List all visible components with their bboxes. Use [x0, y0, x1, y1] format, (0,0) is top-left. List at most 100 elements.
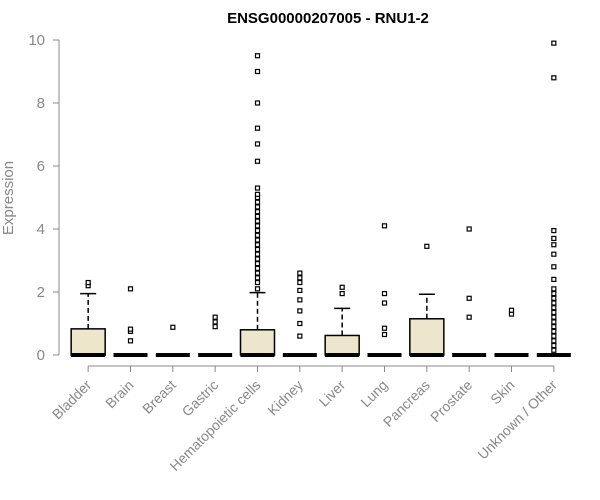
outlier-point — [551, 333, 557, 339]
x-tick-label: Lung — [357, 377, 390, 410]
outlier-point — [254, 125, 261, 131]
box-bladder — [70, 279, 106, 357]
outlier-point — [297, 297, 303, 303]
outlier-point — [297, 333, 303, 339]
x-tick-label: Breast — [139, 377, 179, 417]
outlier-point — [254, 141, 261, 147]
outlier-point — [85, 279, 91, 286]
y-tick-label: 4 — [37, 221, 45, 238]
box-hematopoietic-cells — [239, 53, 276, 357]
outlier-point — [127, 326, 134, 332]
y-axis-label: Expression — [0, 161, 17, 235]
box-unknown-other — [536, 40, 571, 357]
outlier-point — [212, 314, 218, 320]
y-tick-label: 8 — [37, 95, 45, 112]
outlier-point — [254, 242, 261, 248]
outlier-point — [381, 331, 388, 338]
outlier-point — [254, 100, 261, 106]
outlier-point — [551, 276, 557, 282]
outlier-point — [551, 286, 557, 292]
box-brain — [113, 286, 148, 357]
outlier-point — [254, 279, 261, 286]
box-pancreas — [409, 243, 445, 357]
outlier-point — [339, 290, 345, 297]
outlier-point — [551, 227, 557, 234]
outlier-point — [254, 246, 261, 253]
x-tick-label: Prostate — [427, 377, 475, 425]
outlier-point — [551, 235, 557, 242]
outlier-point — [297, 279, 303, 286]
y-tick-label: 2 — [37, 284, 45, 301]
outlier-point — [254, 265, 261, 271]
box-body — [70, 328, 106, 356]
outlier-point — [212, 324, 218, 330]
outlier-point — [212, 319, 218, 325]
outlier-point — [466, 295, 472, 301]
outlier-point — [254, 204, 261, 210]
box-lung — [367, 223, 402, 357]
outlier-point — [466, 314, 472, 320]
outlier-point — [466, 226, 472, 232]
outlier-point — [254, 68, 261, 75]
box-prostate — [452, 226, 487, 357]
box-breast — [155, 324, 190, 357]
boxes-group — [70, 40, 571, 357]
outlier-point — [254, 199, 261, 205]
x-tick-label: Bladder — [49, 377, 95, 423]
box-kidney — [282, 270, 317, 357]
outlier-point — [551, 300, 557, 306]
outlier-point — [339, 284, 345, 290]
outlier-point — [551, 338, 557, 344]
outlier-point — [297, 320, 303, 327]
box-skin — [494, 307, 529, 357]
outlier-point — [254, 158, 261, 164]
outlier-point — [297, 270, 303, 276]
box-body — [324, 334, 360, 356]
y-axis: 0 2 4 6 8 10 — [28, 32, 60, 364]
box-liver — [324, 284, 360, 357]
outlier-point — [551, 314, 557, 320]
outlier-point — [254, 237, 261, 243]
outlier-point — [551, 264, 557, 270]
outlier-point — [254, 223, 261, 229]
outlier-point — [551, 295, 557, 301]
outlier-point — [551, 305, 557, 311]
outlier-point — [381, 300, 388, 306]
outlier-point — [551, 40, 557, 46]
outlier-point — [297, 287, 303, 294]
box-gastric — [198, 314, 233, 357]
box-body — [239, 329, 276, 356]
outlier-point — [551, 290, 557, 297]
outlier-point — [254, 275, 261, 281]
outlier-point — [551, 75, 557, 81]
outlier-point — [254, 53, 261, 59]
box-body — [409, 318, 445, 356]
outlier-point — [297, 308, 303, 314]
outlier-point — [127, 338, 134, 344]
outlier-point — [254, 227, 261, 234]
y-tick-label: 10 — [28, 32, 45, 49]
outlier-point — [551, 251, 557, 257]
outlier-point — [551, 319, 557, 325]
y-tick-label: 0 — [37, 347, 45, 364]
x-tick-label: Skin — [487, 377, 518, 408]
outlier-point — [297, 275, 303, 281]
y-tick-label: 6 — [37, 158, 45, 175]
outlier-point — [551, 324, 557, 330]
outlier-point — [254, 209, 261, 215]
outlier-point — [254, 251, 261, 257]
outlier-point — [127, 286, 134, 292]
outlier-point — [254, 261, 261, 267]
outlier-point — [551, 328, 557, 334]
outlier-point — [381, 325, 388, 331]
outlier-point — [254, 232, 261, 238]
outlier-point — [551, 347, 557, 353]
chart-title: ENSG00000207005 - RNU1-2 — [227, 10, 429, 27]
outlier-point — [551, 309, 557, 316]
outlier-point — [254, 270, 261, 276]
x-tick-label: Brain — [102, 377, 136, 411]
outlier-point — [254, 218, 261, 224]
x-tick-label: Liver — [316, 377, 349, 410]
outlier-point — [508, 307, 515, 313]
